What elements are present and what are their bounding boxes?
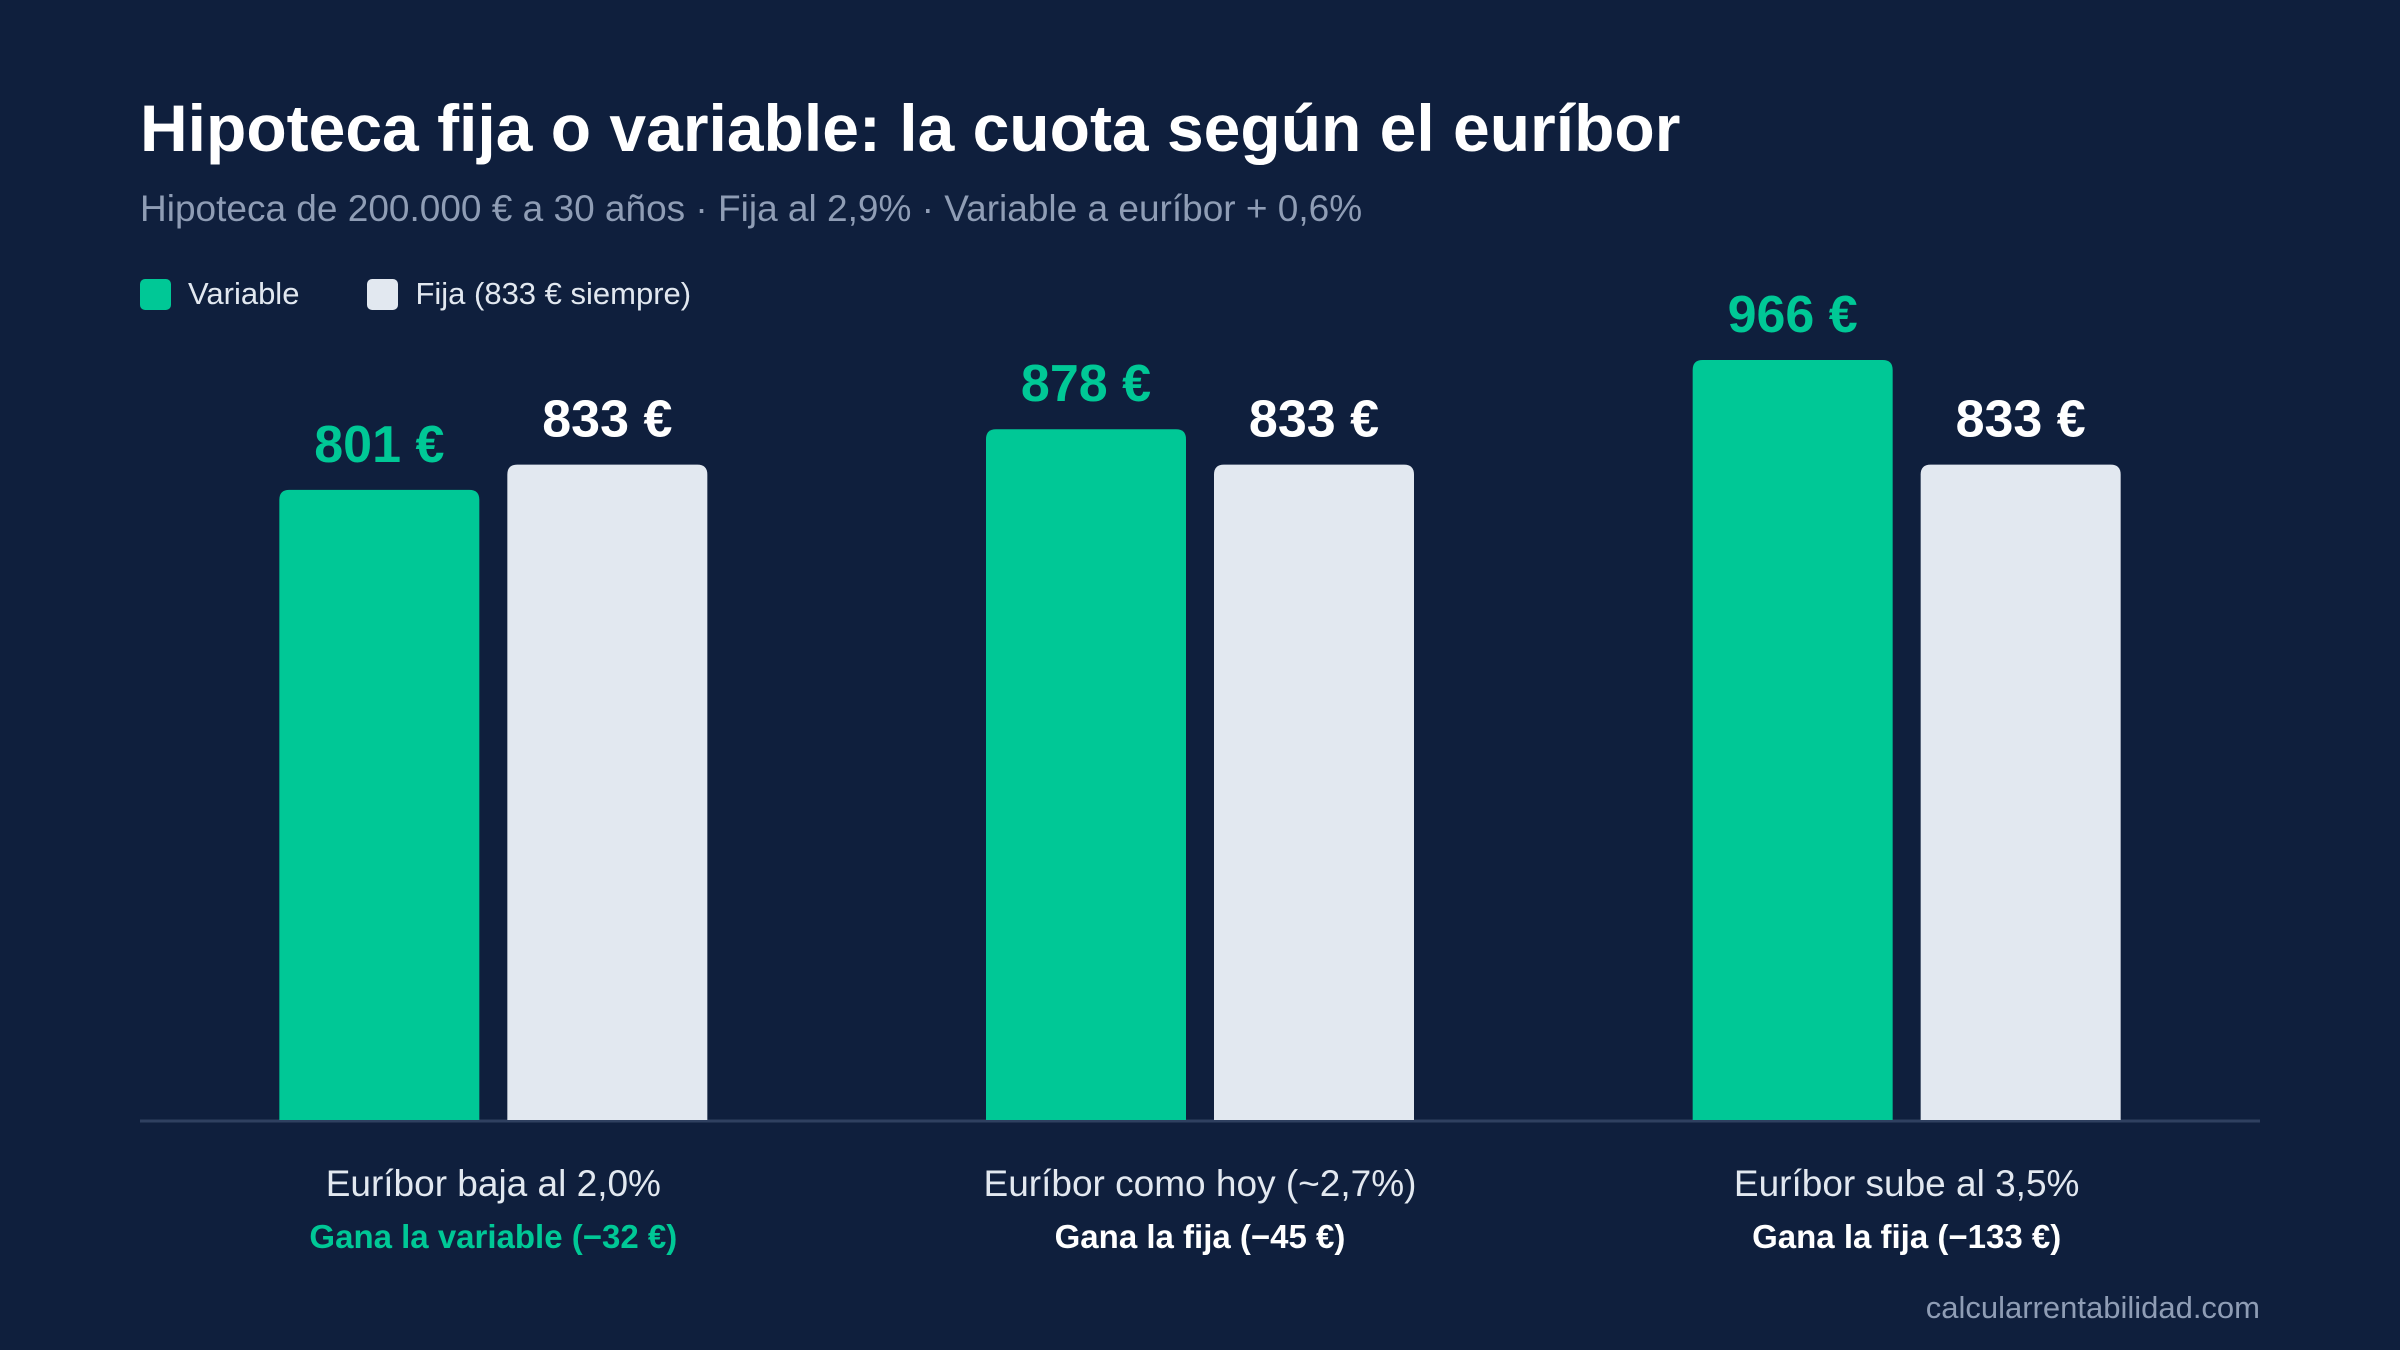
bar-fija-3 xyxy=(1920,464,2121,1120)
bar-fija-1 xyxy=(507,464,708,1120)
verdict-label-2: Gana la fija (−45 €) xyxy=(1055,1218,1346,1255)
source-credit: calcularrentabilidad.com xyxy=(1925,1290,2260,1325)
chart-subtitle: Hipoteca de 200.000 € a 30 años · Fija a… xyxy=(140,188,1363,229)
value-label-variable-3: 966 € xyxy=(1728,286,1858,344)
value-label-fija-3: 833 € xyxy=(1956,391,2086,449)
value-label-variable-1: 801 € xyxy=(314,416,444,474)
verdict-label-1: Gana la variable (−32 €) xyxy=(309,1218,677,1255)
value-label-fija-2: 833 € xyxy=(1249,391,1379,449)
bar-variable-2 xyxy=(986,429,1186,1120)
legend-item-fija: Fija (833 € siempre) xyxy=(367,276,691,312)
value-label-variable-2: 878 € xyxy=(1021,355,1151,413)
chart-title: Hipoteca fija o variable: la cuota según… xyxy=(140,91,1681,165)
category-label-3: Euríbor sube al 3,5% xyxy=(1734,1163,2080,1204)
legend-swatch-fija xyxy=(367,278,399,310)
bar-variable-3 xyxy=(1692,360,1893,1120)
verdict-label-3: Gana la fija (−133 €) xyxy=(1752,1218,2061,1255)
bar-fija-2 xyxy=(1214,464,1414,1120)
legend-label-variable: Variable xyxy=(188,276,300,311)
legend-swatch-variable xyxy=(140,278,171,310)
legend-item-variable: Variable xyxy=(140,276,299,312)
category-label-2: Euríbor como hoy (~2,7%) xyxy=(984,1163,1417,1204)
category-label-1: Euríbor baja al 2,0% xyxy=(326,1163,661,1204)
legend: Variable Fija (833 € siempre) xyxy=(140,276,759,312)
value-label-fija-1: 833 € xyxy=(542,391,672,449)
legend-label-fija: Fija (833 € siempre) xyxy=(415,276,692,311)
bar-variable-1 xyxy=(279,489,480,1120)
